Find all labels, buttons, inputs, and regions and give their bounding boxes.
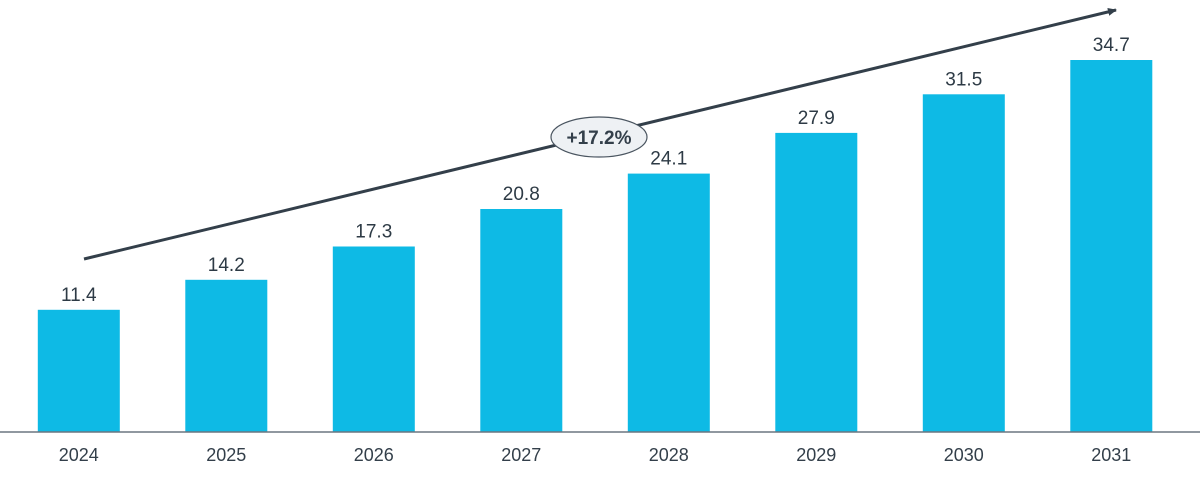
growth-badge-label: +17.2% (567, 128, 632, 149)
bar-2029 (775, 132, 858, 432)
x-tick-2024: 2024 (59, 445, 99, 465)
x-tick-2031: 2031 (1091, 445, 1131, 465)
data-label-2024: 11.4 (61, 285, 97, 306)
growth-badge: +17.2% (550, 116, 648, 158)
bar-2025 (185, 279, 268, 432)
growth-badge-bubble (550, 116, 648, 158)
x-tick-2030: 2030 (944, 445, 984, 465)
x-tick-2025: 2025 (206, 445, 246, 465)
data-label-2029: 27.9 (798, 108, 835, 129)
bar-2027 (480, 209, 563, 432)
data-label-2025: 14.2 (208, 255, 245, 276)
bar-2031 (1070, 60, 1153, 432)
bar-2026 (332, 246, 415, 432)
bar-2024 (37, 309, 120, 432)
bar-2028 (627, 173, 710, 432)
data-label-2031: 34.7 (1093, 35, 1130, 56)
x-tick-2028: 2028 (649, 445, 689, 465)
data-label-2027: 20.8 (503, 184, 540, 205)
bars-group (37, 60, 1153, 433)
data-label-2026: 17.3 (355, 222, 392, 243)
x-tick-2026: 2026 (354, 445, 394, 465)
x-tick-2029: 2029 (796, 445, 836, 465)
x-tick-2027: 2027 (501, 445, 541, 465)
bar-2030 (922, 94, 1005, 433)
x-tick-labels-group: 2024 2025 2026 2027 2028 2029 2030 2031 (59, 445, 1132, 465)
data-labels-group: 11.4 14.2 17.3 20.8 24.1 27.9 31.5 34.7 (61, 35, 1130, 306)
data-label-2028: 24.1 (650, 149, 687, 170)
data-label-2030: 31.5 (945, 69, 982, 90)
